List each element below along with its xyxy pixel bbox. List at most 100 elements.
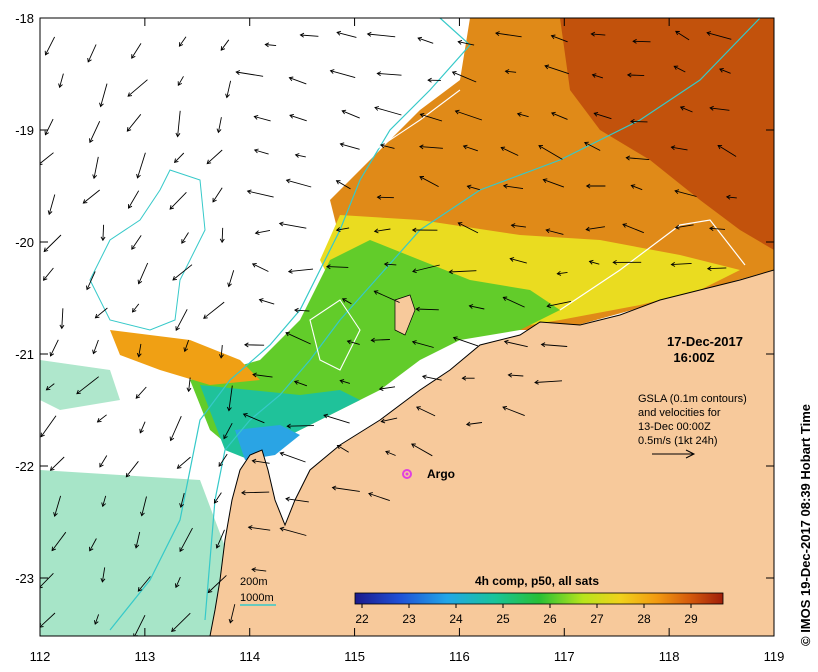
velocity-arrow bbox=[330, 70, 356, 79]
velocity-arrow bbox=[135, 386, 147, 399]
velocity-arrow-head bbox=[212, 197, 217, 203]
velocity-arrow bbox=[458, 41, 475, 46]
velocity-arrow bbox=[184, 339, 190, 352]
velocity-arrow bbox=[534, 380, 563, 383]
velocity-arrow-head bbox=[179, 503, 184, 508]
velocity-arrow bbox=[419, 176, 439, 187]
velocity-arrow bbox=[203, 301, 225, 319]
velocity-arrow-head bbox=[326, 264, 331, 270]
velocity-arrow bbox=[336, 180, 351, 190]
velocity-arrow bbox=[45, 36, 56, 56]
velocity-arrow bbox=[710, 107, 730, 111]
velocity-arrow-head bbox=[622, 223, 627, 228]
velocity-arrow-head bbox=[495, 31, 500, 37]
velocity-arrow-head bbox=[133, 633, 138, 636]
velocity-arrow bbox=[633, 40, 651, 43]
velocity-arrow-head bbox=[510, 223, 516, 229]
velocity-arrow-head bbox=[466, 184, 472, 190]
velocity-arrow-head bbox=[709, 105, 714, 111]
velocity-arrow bbox=[449, 270, 477, 273]
velocity-arrow-head bbox=[534, 379, 539, 385]
velocity-arrow bbox=[254, 116, 271, 122]
velocity-arrow-head bbox=[137, 279, 143, 285]
velocity-arrow bbox=[294, 380, 308, 387]
gsla-contour bbox=[359, 89, 461, 161]
velocity-arrow bbox=[592, 74, 604, 79]
velocity-arrow-head bbox=[725, 194, 731, 200]
velocity-arrow-head bbox=[89, 138, 94, 144]
colorbar-tick-label: 26 bbox=[543, 612, 557, 626]
velocity-arrow-head bbox=[411, 227, 417, 233]
velocity-arrow bbox=[501, 147, 519, 156]
velocity-arrow bbox=[100, 83, 108, 107]
velocity-arrow bbox=[43, 267, 54, 281]
velocity-arrow-head bbox=[717, 144, 723, 150]
velocity-arrow-head bbox=[172, 276, 177, 281]
velocity-arrow bbox=[377, 72, 402, 76]
velocity-arrow-head bbox=[468, 304, 474, 309]
velocity-arrow-head bbox=[51, 546, 56, 552]
velocity-arrow-head bbox=[370, 337, 376, 343]
velocity-arrow-head bbox=[346, 339, 352, 345]
velocity-arrow-head bbox=[99, 102, 104, 108]
velocity-arrow bbox=[374, 107, 402, 116]
velocity-arrow bbox=[340, 380, 351, 384]
velocity-arrow bbox=[248, 526, 271, 531]
velocity-arrow-head bbox=[173, 158, 179, 164]
velocity-arrow bbox=[380, 144, 395, 149]
velocity-arrow bbox=[220, 345, 223, 358]
velocity-arrow-head bbox=[186, 387, 192, 393]
velocity-arrow-head bbox=[100, 578, 106, 583]
velocity-arrow-head bbox=[215, 543, 221, 549]
velocity-arrow-head bbox=[89, 546, 94, 552]
velocity-arrow-head bbox=[169, 436, 175, 442]
velocity-arrow bbox=[719, 68, 731, 74]
velocity-arrow-head bbox=[59, 324, 65, 330]
axes: 112 113 114 115 116 117 118 119 -18 -19 -20 -21 -22 -… bbox=[15, 11, 784, 664]
velocity-arrow bbox=[336, 227, 350, 231]
velocity-arrow-head bbox=[294, 307, 299, 313]
argo-label: Argo bbox=[427, 467, 455, 481]
velocity-arrow bbox=[177, 456, 191, 469]
velocity-arrow bbox=[259, 299, 275, 305]
velocity-arrow-head bbox=[40, 432, 45, 438]
velocity-arrow-head bbox=[47, 210, 53, 216]
velocity-arrow-head bbox=[285, 331, 290, 337]
velocity-arrow bbox=[40, 415, 57, 437]
velocity-arrow bbox=[247, 190, 274, 198]
velocity-arrow-head bbox=[673, 65, 679, 70]
velocity-arrow bbox=[93, 156, 99, 179]
velocity-arrows bbox=[40, 30, 737, 636]
velocity-arrow bbox=[265, 44, 277, 47]
velocity-arrow bbox=[220, 39, 230, 51]
velocity-arrow bbox=[285, 498, 309, 503]
lat-tick-label: -20 bbox=[15, 235, 34, 250]
velocity-arrow bbox=[101, 567, 106, 582]
velocity-arrow bbox=[252, 460, 270, 464]
velocity-arrow bbox=[671, 146, 688, 151]
velocity-arrow-head bbox=[380, 143, 385, 149]
velocity-arrow-head bbox=[58, 83, 63, 89]
velocity-arrow bbox=[50, 339, 59, 357]
velocity-arrow bbox=[544, 65, 569, 75]
velocity-arrow bbox=[217, 117, 222, 133]
velocity-arrow-head bbox=[378, 386, 384, 392]
velocity-arrow bbox=[279, 222, 307, 229]
velocity-arrow-head bbox=[227, 282, 232, 288]
velocity-arrow-head bbox=[540, 342, 546, 348]
velocity-arrow bbox=[547, 300, 571, 307]
velocity-arrow-head bbox=[503, 339, 509, 345]
velocity-arrow-head bbox=[416, 406, 421, 411]
velocity-arrow-head bbox=[43, 247, 49, 253]
velocity-arrow-head bbox=[366, 31, 372, 37]
sst-blue-patch bbox=[235, 425, 300, 460]
velocity-arrow-head bbox=[213, 498, 219, 504]
velocity-arrow-head bbox=[287, 268, 293, 274]
velocity-arrow-head bbox=[556, 270, 562, 276]
velocity-arrow bbox=[95, 307, 108, 319]
velocity-arrow bbox=[466, 422, 483, 425]
velocity-arrow-head bbox=[177, 81, 183, 87]
velocity-arrow bbox=[377, 196, 394, 199]
velocity-arrow-head bbox=[94, 313, 100, 319]
velocity-arrow-head bbox=[179, 547, 184, 553]
